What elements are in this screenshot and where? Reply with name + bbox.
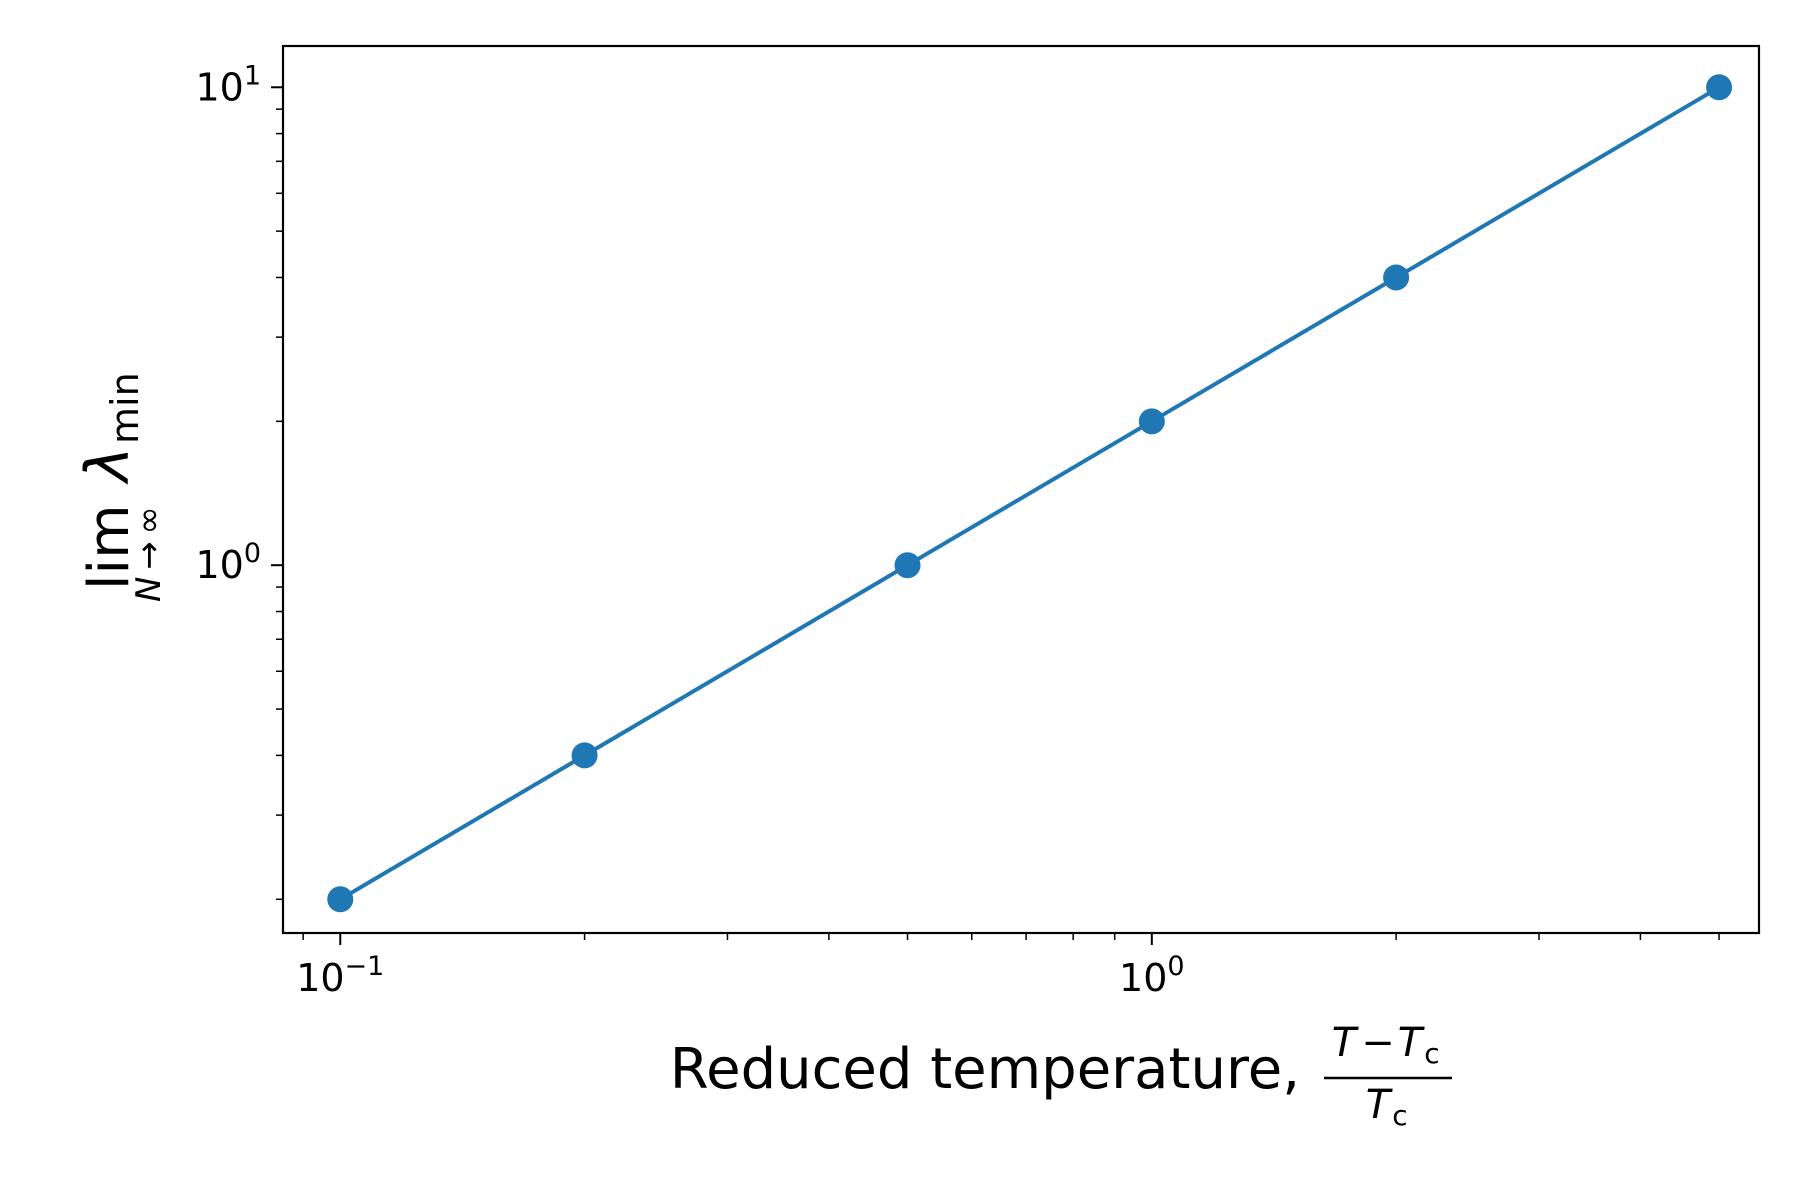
y-axis-label-symbol-sub: min: [103, 372, 147, 444]
data-point: [1383, 264, 1410, 291]
fraction-denominator-sub: c: [1392, 1099, 1407, 1132]
major-ticks: [271, 86, 1153, 945]
x-axis-label: Reduced temperature, T − T c T c: [670, 1020, 1452, 1132]
data-point: [327, 886, 354, 913]
data-point: [571, 742, 598, 769]
fraction-numerator-sub: c: [1424, 1037, 1439, 1070]
y-axis-label-lim-sub: N → ∞: [129, 506, 169, 602]
minor-ticks: [276, 108, 1720, 940]
fraction-numerator-t1: T: [1332, 1020, 1360, 1066]
x-tick-label: 10−1: [296, 951, 384, 1000]
y-axis-label: lim N → ∞ λ min: [73, 372, 169, 602]
series-line: [339, 85, 1721, 902]
x-axis-label-fraction: T − T c T c: [1324, 1020, 1452, 1132]
plot-frame: [281, 44, 1761, 935]
y-axis-label-lim: lim: [77, 504, 142, 590]
data-point: [1706, 74, 1733, 101]
fraction-numerator-op: −: [1361, 1020, 1395, 1066]
series-layer: [327, 74, 1733, 913]
x-tick-label: 100: [1119, 951, 1185, 1000]
plot-background: [283, 46, 1759, 933]
y-tick-label: 100: [195, 538, 261, 587]
fraction-numerator-t2: T: [1398, 1020, 1426, 1066]
data-point: [1138, 408, 1165, 435]
y-axis-label-symbol: λ: [73, 446, 143, 485]
tick-labels: 10−1 100 100 101: [195, 60, 1184, 1000]
fraction-denominator-t: T: [1366, 1082, 1394, 1128]
y-tick-label: 101: [195, 60, 261, 109]
x-axis-label-text: Reduced temperature,: [670, 1037, 1300, 1102]
data-point: [894, 552, 921, 579]
